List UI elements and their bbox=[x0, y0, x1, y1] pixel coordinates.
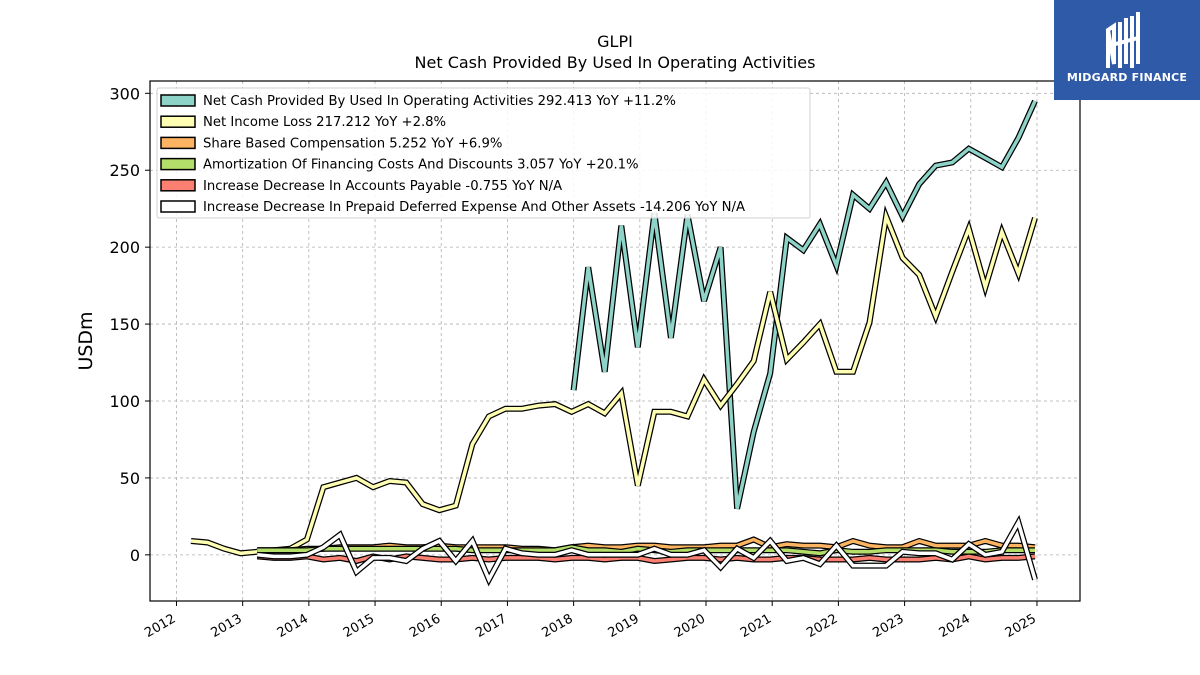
x-tick-label: 2024 bbox=[937, 611, 973, 641]
brand-name: MIDGARD FINANCE bbox=[1066, 71, 1188, 84]
midgard-logo-icon bbox=[1105, 12, 1140, 68]
legend-label: Net Cash Provided By Used In Operating A… bbox=[203, 94, 676, 109]
legend-swatch bbox=[160, 136, 196, 150]
series-line-0 bbox=[571, 100, 1037, 510]
brand-logo: MIDGARD FINANCE bbox=[1054, 0, 1200, 100]
x-tick-label: 2025 bbox=[1003, 611, 1039, 641]
x-tick-label: 2023 bbox=[870, 611, 906, 641]
y-tick-label: 150 bbox=[109, 315, 140, 334]
legend-swatch bbox=[160, 179, 196, 192]
y-tick-label: 200 bbox=[109, 238, 140, 257]
y-tick-label: 300 bbox=[109, 84, 140, 103]
x-tick-label: 2018 bbox=[539, 611, 575, 641]
legend-label: Increase Decrease In Accounts Payable -0… bbox=[203, 179, 562, 194]
legend-label: Share Based Compensation 5.252 YoY +6.9% bbox=[203, 136, 502, 151]
plot-frame bbox=[149, 80, 1081, 602]
y-tick-label: 50 bbox=[120, 469, 140, 488]
x-tick-label: 2016 bbox=[407, 611, 443, 641]
legend-swatch bbox=[160, 115, 196, 128]
x-tick-label: 2013 bbox=[209, 611, 245, 641]
legend-label: Amortization Of Financing Costs And Disc… bbox=[203, 158, 639, 173]
legend: Net Cash Provided By Used In Operating A… bbox=[156, 87, 811, 219]
series-line-1 bbox=[190, 209, 1037, 556]
x-tick-label: 2012 bbox=[142, 611, 178, 641]
x-tick-label: 2017 bbox=[473, 611, 509, 641]
y-tick-label: 250 bbox=[109, 161, 140, 180]
chart-title: GLPI bbox=[597, 32, 633, 51]
y-axis-label: USDm bbox=[75, 311, 97, 370]
x-tick-label: 2020 bbox=[672, 611, 708, 641]
y-tick-label: 100 bbox=[109, 392, 140, 411]
x-tick-label: 2014 bbox=[275, 611, 311, 641]
legend-label: Net Income Loss 217.212 YoY +2.8% bbox=[203, 115, 446, 130]
legend-box bbox=[156, 87, 811, 219]
x-tick-label: 2021 bbox=[738, 611, 774, 641]
legend-swatch bbox=[160, 200, 196, 213]
x-tick-label: 2022 bbox=[804, 611, 840, 641]
x-tick-label: 2019 bbox=[606, 611, 642, 641]
chart-subtitle: Net Cash Provided By Used In Operating A… bbox=[415, 53, 816, 72]
series-line-5 bbox=[257, 518, 1037, 584]
y-tick-label: 0 bbox=[130, 546, 140, 565]
legend-swatch bbox=[160, 94, 196, 107]
legend-label: Increase Decrease In Prepaid Deferred Ex… bbox=[203, 200, 745, 215]
x-tick-label: 2015 bbox=[341, 611, 377, 641]
legend-swatch bbox=[160, 157, 196, 171]
series-layer bbox=[190, 99, 1038, 587]
